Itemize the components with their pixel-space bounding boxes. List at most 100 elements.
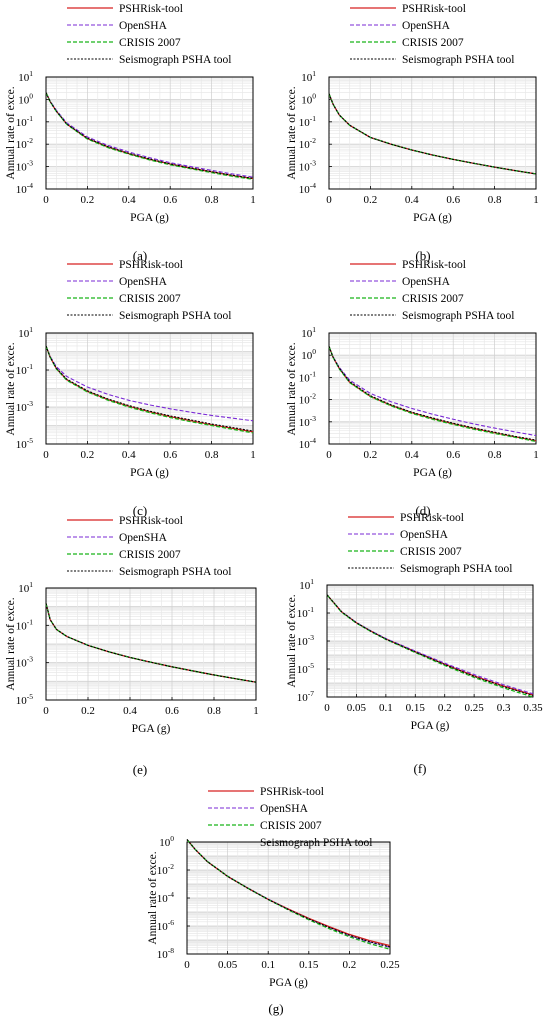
y-tick-label: 101 — [301, 325, 316, 340]
panel-label: (a) — [133, 248, 147, 263]
x-tick-label: 0.4 — [122, 449, 136, 461]
x-tick-label: 0.8 — [488, 449, 502, 461]
plot-frame — [45, 587, 257, 701]
x-tick-label: 0.2 — [81, 705, 95, 717]
x-tick-label: 0 — [184, 959, 190, 971]
x-tick-label: 0.4 — [122, 194, 136, 206]
legend-label: CRISIS 2007 — [400, 546, 462, 558]
plot-frame — [328, 332, 537, 445]
x-tick-label: 0.6 — [446, 194, 460, 206]
legend: PSHRisk-tool OpenSHA CRISIS 2007 Seismograp… — [350, 259, 514, 322]
panel-label: (f) — [414, 761, 427, 776]
panel-label: (e) — [133, 762, 147, 777]
y-tick-label: 10-2 — [299, 392, 316, 407]
x-tick-label: 0.6 — [165, 705, 179, 717]
legend-label: CRISIS 2007 — [260, 820, 322, 832]
plot-frame — [328, 76, 537, 190]
panel-label: (g) — [268, 1001, 283, 1016]
x-tick-label: 0.1 — [379, 702, 393, 714]
x-tick-label: 0.1 — [261, 959, 275, 971]
x-tick-label: 0.6 — [446, 449, 460, 461]
y-tick-label: 10-1 — [16, 114, 33, 129]
y-tick-label: 10-5 — [16, 436, 33, 451]
legend-label: Seismograph PSHA tool — [402, 310, 514, 322]
x-axis-label: PGA (g) — [269, 977, 308, 989]
y-tick-label: 100 — [301, 347, 316, 362]
y-tick-label: 10-1 — [16, 617, 33, 632]
chart-panel: 0 0.2 0.4 0.6 0.8 1 101 100 10-1 10-2 10-3 10-4 PSHR… — [286, 3, 539, 263]
legend-label: CRISIS 2007 — [402, 293, 464, 305]
legend-label: CRISIS 2007 — [402, 37, 464, 49]
y-tick-label: 101 — [18, 580, 33, 595]
x-tick-label: 0.15 — [299, 959, 319, 971]
y-tick-label: 101 — [18, 69, 33, 84]
x-tick-label: 0.05 — [218, 959, 238, 971]
chart-panel: 0 0.2 0.4 0.6 0.8 1 101 10-1 10-3 10-5 PSHRisk-too… — [5, 515, 259, 777]
y-tick-label: 10-2 — [16, 136, 33, 151]
panel-label: (d) — [415, 503, 430, 518]
y-tick-label: 10-4 — [299, 436, 316, 451]
y-tick-label: 10-4 — [16, 181, 33, 196]
x-tick-label: 1 — [253, 705, 259, 717]
legend-label: PSHRisk-tool — [119, 3, 183, 15]
x-tick-label: 1 — [533, 449, 539, 461]
legend-label: OpenSHA — [119, 20, 168, 32]
legend-label: OpenSHA — [400, 529, 449, 541]
x-axis-label: PGA (g) — [413, 212, 452, 224]
legend-label: Seismograph PSHA tool — [260, 837, 372, 849]
y-tick-label: 10-1 — [297, 605, 314, 620]
x-tick-label: 0.6 — [163, 194, 177, 206]
y-tick-label: 10-3 — [299, 159, 316, 174]
series-line — [45, 92, 254, 178]
x-axis-label: PGA (g) — [130, 467, 169, 479]
y-axis-label: Annual rate of exce. — [286, 342, 298, 435]
grid — [45, 588, 256, 701]
x-tick-label: 0.2 — [81, 449, 95, 461]
x-tick-label: 0.8 — [205, 194, 219, 206]
x-axis-label: PGA (g) — [132, 723, 171, 735]
x-axis-label: PGA (g) — [413, 467, 452, 479]
legend-label: OpenSHA — [402, 20, 451, 32]
grid — [326, 585, 533, 698]
chart-panel: 0 0.2 0.4 0.6 0.8 1 101 100 10-1 10-2 10-3 10-4 PSHR… — [5, 3, 256, 263]
grid — [45, 77, 253, 190]
legend-label: PSHRisk-tool — [260, 786, 324, 798]
chart-panel: 0 0.05 0.1 0.15 0.2 0.25 0.3 0.35 101 10-1 10-3 10-… — [286, 512, 543, 776]
x-tick-label: 0.25 — [380, 959, 400, 971]
grid — [186, 842, 390, 955]
legend-label: OpenSHA — [402, 276, 451, 288]
y-tick-label: 10-1 — [16, 362, 33, 377]
legend-label: Seismograph PSHA tool — [119, 54, 231, 66]
y-axis-label: Annual rate of exce. — [5, 597, 17, 690]
y-tick-label: 100 — [159, 834, 174, 849]
series-line — [328, 93, 537, 175]
grid — [328, 77, 536, 190]
y-axis-label: Annual rate of exce. — [286, 594, 298, 687]
y-tick-label: 101 — [299, 577, 314, 592]
x-tick-label: 0.25 — [465, 702, 485, 714]
x-tick-label: 0.2 — [81, 194, 95, 206]
x-tick-label: 0 — [43, 194, 49, 206]
x-tick-label: 0.4 — [123, 705, 137, 717]
x-tick-label: 0.6 — [163, 449, 177, 461]
x-tick-label: 0 — [326, 194, 332, 206]
y-tick-label: 10-2 — [299, 136, 316, 151]
legend-label: PSHRisk-tool — [119, 515, 183, 527]
y-axis-label: Annual rate of exce. — [5, 86, 17, 179]
y-tick-label: 10-8 — [157, 946, 174, 961]
x-tick-label: 0.35 — [523, 702, 543, 714]
panel-label: (c) — [133, 503, 147, 518]
y-tick-label: 10-1 — [299, 369, 316, 384]
legend: PSHRisk-tool OpenSHA CRISIS 2007 Seismograp… — [67, 259, 231, 322]
x-tick-label: 0.15 — [406, 702, 426, 714]
legend: PSHRisk-tool OpenSHA CRISIS 2007 Seismograp… — [67, 3, 231, 66]
y-tick-label: 10-6 — [157, 918, 174, 933]
legend-label: Seismograph PSHA tool — [402, 54, 514, 66]
chart-panel: 0 0.2 0.4 0.6 0.8 1 101 10-1 10-3 10-5 PSHRisk-too… — [5, 259, 256, 518]
legend-label: PSHRisk-tool — [400, 512, 464, 524]
y-tick-label: 10-2 — [157, 862, 174, 877]
series-line — [186, 839, 391, 950]
y-tick-label: 10-3 — [299, 414, 316, 429]
x-tick-label: 1 — [250, 194, 256, 206]
legend-label: PSHRisk-tool — [119, 259, 183, 271]
